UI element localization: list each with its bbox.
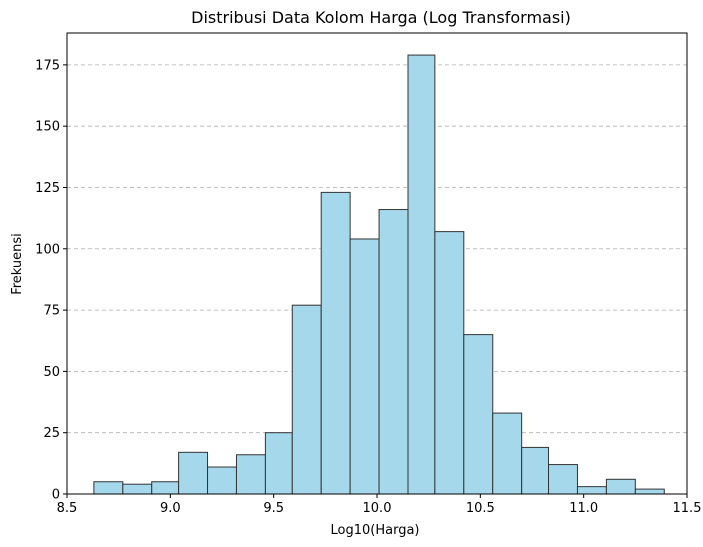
x-axis-ticks: 8.5 9.0 9.5 10.0 10.5 11.0 11.5: [57, 494, 702, 516]
x-tick-label: 10.0: [363, 501, 392, 516]
x-tick-label: 10.5: [466, 501, 495, 516]
histogram-bar: [492, 412, 523, 495]
histogram-bar: [634, 488, 665, 495]
y-tick-label: 125: [35, 181, 60, 196]
histogram-bar: [521, 446, 550, 495]
histogram-bars: [93, 54, 665, 495]
histogram-bar: [349, 238, 380, 495]
histogram-bar: [264, 432, 293, 495]
histogram-bar: [291, 304, 322, 495]
histogram-bar: [178, 451, 209, 495]
histogram-bar: [93, 481, 124, 495]
histogram-bar: [605, 478, 636, 495]
histogram-bar: [548, 464, 578, 495]
histogram-bar: [207, 466, 237, 495]
y-tick-label: 50: [43, 365, 60, 380]
y-tick-label: 75: [43, 304, 60, 319]
y-axis-label: Frekuensi: [10, 233, 25, 295]
y-tick-label: 0: [52, 488, 60, 503]
x-tick-label: 11.0: [569, 501, 598, 516]
histogram-bar: [434, 231, 465, 495]
histogram-bar: [463, 334, 494, 495]
histogram-bar: [151, 481, 180, 495]
y-axis-ticks: 0 25 50 75 100 125 150 175: [35, 58, 67, 503]
histogram-bar: [122, 483, 153, 495]
x-tick-label: 9.0: [160, 501, 181, 516]
histogram-bar: [407, 54, 436, 495]
y-tick-label: 150: [35, 120, 60, 135]
histogram-bar: [320, 191, 351, 495]
x-tick-label: 9.5: [263, 501, 284, 516]
histogram-bar: [378, 209, 409, 495]
x-tick-label: 8.5: [57, 501, 78, 516]
histogram-bar: [576, 486, 607, 495]
y-tick-label: 175: [35, 58, 60, 73]
y-tick-label: 25: [43, 426, 60, 441]
y-tick-label: 100: [35, 242, 60, 257]
x-axis-label: Log10(Harga): [331, 523, 420, 538]
x-tick-label: 11.5: [673, 501, 702, 516]
histogram-bar: [235, 454, 266, 495]
chart-title: Distribusi Data Kolom Harga (Log Transfo…: [191, 8, 571, 27]
